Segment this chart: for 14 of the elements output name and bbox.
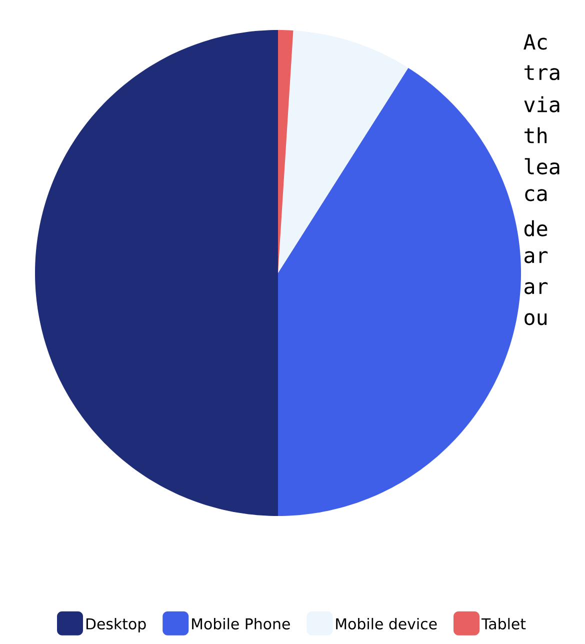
legend-label: Desktop: [86, 618, 146, 632]
text: ar: [524, 251, 548, 264]
text: ca: [525, 189, 547, 202]
text: th: [524, 127, 547, 144]
legend-label: Mobile device: [336, 618, 437, 630]
text: lea: [524, 158, 560, 174]
legend-label: Mobile Phone: [192, 618, 290, 630]
text: de: [524, 220, 548, 236]
text: ou: [524, 313, 547, 326]
text: via: [524, 96, 560, 112]
text: ar: [524, 282, 548, 294]
text: tra: [524, 65, 560, 80]
legend-label: Tablet: [481, 618, 526, 630]
text: Ac: [524, 34, 547, 50]
